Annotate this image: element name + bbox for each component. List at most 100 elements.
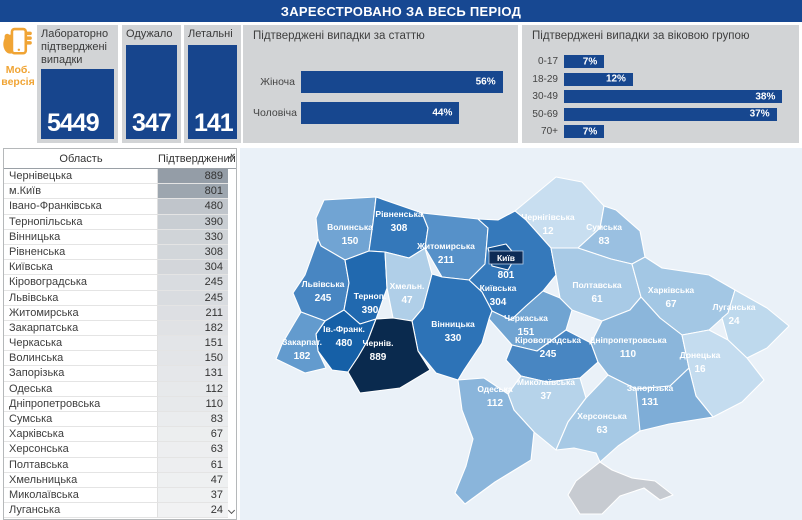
table-cell-region: Запорізька [4, 366, 158, 382]
map-region-value: 211 [438, 255, 455, 266]
kpi-card-confirmed: Лабораторно підтверджені випадки 5449 [37, 25, 118, 143]
table-row[interactable]: Волинська 150 [4, 351, 236, 367]
map-region-chernivtsi[interactable] [347, 317, 431, 394]
bar-track: 44% [301, 102, 508, 124]
ukraine-map-panel: Волинська 150 Рівненська 308 Житомирська 211 Ч… [240, 148, 802, 520]
table-row[interactable]: Рівненська 308 [4, 244, 236, 261]
map-region-value: 67 [665, 299, 677, 310]
map-region-label: Миколаївська [517, 377, 575, 387]
map-region-label: Сумська [586, 222, 622, 232]
map-region-value: 245 [315, 293, 332, 304]
bar-70+[interactable]: 7% [564, 125, 605, 138]
table-row[interactable]: Луганська 24 [4, 503, 236, 519]
table-row[interactable]: Черкаська 151 [4, 336, 236, 352]
table-row[interactable]: Тернопільська 390 [4, 214, 236, 230]
map-region-label: Донецька [680, 350, 721, 360]
table-cell-region: Полтавська [4, 457, 158, 473]
mobile-version-link[interactable]: Моб. версія [0, 22, 36, 148]
table-cell-region: Хмельницька [4, 472, 158, 488]
table-row[interactable]: Дніпропетровська 110 [4, 396, 236, 412]
map-region-label: Херсонська [577, 411, 627, 421]
bar-category-label: 18-29 [532, 73, 558, 85]
table-cell-confirmed: 37 [158, 487, 228, 504]
map-region-crimea[interactable] [567, 461, 674, 515]
map-region-label: Кіровоградська [515, 335, 581, 345]
table-row[interactable]: Київська 304 [4, 260, 236, 276]
table-cell-region: Тернопільська [4, 214, 158, 230]
map-region-label: Черкаська [504, 313, 548, 323]
table-row[interactable]: Львівська 245 [4, 290, 236, 306]
column-header-region[interactable]: Область [59, 152, 103, 165]
table-row[interactable]: Житомирська 211 [4, 305, 236, 321]
bar-value-label: 7% [582, 126, 598, 137]
table-row[interactable]: Чернівецька 889 [4, 169, 236, 185]
bar-value-label: 38% [755, 91, 776, 102]
bar-row: 18-29 12% [532, 72, 791, 86]
table-scrollbar[interactable] [227, 149, 236, 519]
table-row[interactable]: Сумська 83 [4, 412, 236, 428]
map-region-value: 131 [642, 397, 659, 408]
column-header-confirmed[interactable]: Підтверджений [158, 152, 236, 165]
map-region-label: Чернів. [363, 338, 394, 348]
bar-18-29[interactable]: 12% [564, 72, 633, 86]
bar-30-49[interactable]: 38% [564, 90, 783, 103]
map-region-value: 182 [294, 351, 311, 362]
table-cell-confirmed: 131 [158, 366, 228, 382]
map-region-value: 390 [362, 305, 379, 316]
map-region-value: 150 [342, 236, 359, 247]
bar-row: Жіноча 56% [253, 71, 508, 93]
table-cell-confirmed: 47 [158, 472, 228, 488]
table-row[interactable]: Вінницька 330 [4, 229, 236, 245]
bar-0-17[interactable]: 7% [564, 55, 605, 68]
bar-row: 30-49 38% [532, 90, 791, 103]
table-row[interactable]: Харківська 67 [4, 427, 236, 443]
region-table-header[interactable]: Область Підтверджений [4, 149, 236, 169]
table-cell-confirmed: 390 [158, 214, 228, 230]
bar-Чоловіча[interactable]: 44% [301, 102, 460, 124]
kyiv-city-badge [488, 250, 524, 265]
table-row[interactable]: Миколаївська 37 [4, 487, 236, 504]
table-row[interactable]: Івано-Франківська 480 [4, 199, 236, 215]
map-region-vinnytsia[interactable] [411, 273, 493, 381]
map-region-donetsk[interactable] [681, 329, 765, 418]
table-cell-confirmed: 150 [158, 351, 228, 367]
map-region-label: Волинська [327, 222, 373, 232]
kpi-value-block: 141 [188, 45, 237, 139]
table-scroll-up-icon[interactable] [227, 154, 236, 163]
map-region-value: 112 [487, 398, 504, 409]
map-region-label: Дніпропетровська [589, 335, 667, 345]
table-row[interactable]: м.Київ 801 [4, 184, 236, 200]
table-row[interactable]: Одеська 112 [4, 381, 236, 397]
table-cell-confirmed: 480 [158, 199, 228, 215]
table-row[interactable]: Херсонська 63 [4, 442, 236, 458]
table-cell-confirmed: 24 [158, 503, 228, 519]
table-scroll-down-icon[interactable] [227, 506, 236, 515]
bar-Жіноча[interactable]: 56% [301, 71, 503, 93]
age-chart-title: Підтверджені випадки за віковою групою [532, 30, 750, 42]
table-cell-confirmed: 83 [158, 412, 228, 428]
table-row[interactable]: Запорізька 131 [4, 366, 236, 382]
map-region-label: Ів.-Франк. [323, 324, 365, 334]
map-region-label: Рівненська [375, 209, 422, 219]
map-region-value: 151 [518, 327, 535, 338]
table-row[interactable]: Хмельницька 47 [4, 472, 236, 488]
table-cell-confirmed: 889 [158, 169, 228, 185]
table-cell-region: Київська [4, 260, 158, 276]
bar-value-label: 12% [605, 73, 626, 85]
table-cell-region: Сумська [4, 412, 158, 428]
gender-chart-title: Підтверджені випадки за статтю [253, 30, 425, 42]
table-cell-confirmed: 801 [158, 184, 228, 200]
table-cell-confirmed: 304 [158, 260, 228, 276]
bar-50-69[interactable]: 37% [564, 107, 777, 121]
table-row[interactable]: Кіровоградська 245 [4, 275, 236, 291]
map-region-zakarpattia[interactable] [275, 311, 327, 374]
bar-value-label: 44% [432, 107, 453, 119]
table-row[interactable]: Полтавська 61 [4, 457, 236, 473]
kpi-value-block: 347 [126, 45, 177, 139]
map-region-odesa[interactable] [454, 377, 535, 505]
bar-category-label: 30-49 [532, 91, 558, 102]
map-region-kirovohrad[interactable] [505, 329, 599, 383]
table-row[interactable]: Закарпатська 182 [4, 320, 236, 337]
table-cell-region: Луганська [4, 503, 158, 519]
table-cell-region: Кіровоградська [4, 275, 158, 291]
